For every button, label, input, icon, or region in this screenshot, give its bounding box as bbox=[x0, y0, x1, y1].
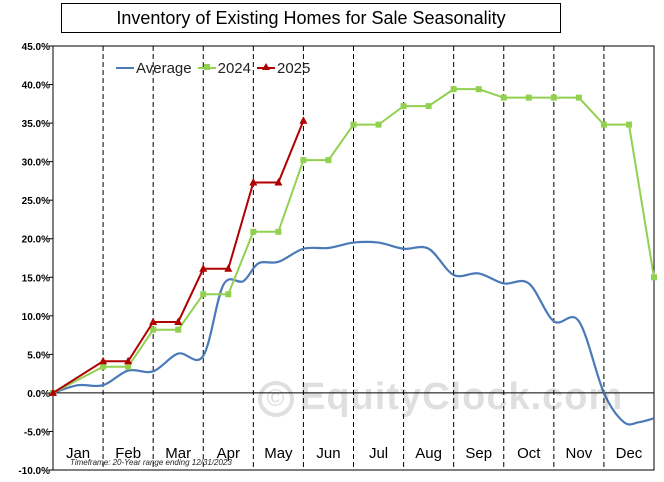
point-2024 bbox=[325, 157, 332, 164]
point-2024 bbox=[250, 228, 257, 235]
x-tick-label: Oct bbox=[517, 445, 541, 462]
point-2025 bbox=[99, 356, 108, 365]
chart-title-box: Inventory of Existing Homes for Sale Sea… bbox=[61, 3, 561, 33]
point-2025 bbox=[124, 356, 133, 365]
point-2024 bbox=[425, 103, 432, 110]
point-2024 bbox=[525, 94, 532, 101]
point-2024 bbox=[375, 121, 382, 128]
point-2024 bbox=[125, 363, 132, 370]
y-tick-label: 15.0% bbox=[22, 273, 50, 284]
x-tick-label: Dec bbox=[616, 445, 643, 462]
legend-swatch-2025 bbox=[256, 62, 275, 74]
point-2025 bbox=[149, 317, 158, 325]
x-tick-label: Sep bbox=[465, 445, 492, 462]
point-2024 bbox=[225, 291, 232, 298]
point-2025 bbox=[299, 116, 308, 124]
y-tick-label: 20.0% bbox=[22, 235, 50, 246]
point-2024 bbox=[400, 103, 407, 110]
legend-swatch-average bbox=[116, 62, 134, 74]
legend: Average 2024 2025 bbox=[116, 58, 316, 78]
point-2024 bbox=[575, 94, 582, 101]
legend-item-average: Average bbox=[116, 60, 192, 77]
legend-label-2024: 2024 bbox=[217, 59, 251, 77]
y-tick-label: 30.0% bbox=[22, 158, 50, 169]
point-2024 bbox=[100, 363, 107, 370]
chart-title: Inventory of Existing Homes for Sale Sea… bbox=[116, 8, 506, 28]
y-tick-label: -5.0% bbox=[24, 427, 50, 438]
point-2025 bbox=[224, 264, 233, 272]
point-2024 bbox=[600, 121, 607, 128]
point-2025 bbox=[49, 388, 57, 396]
y-tick-label: 5.0% bbox=[27, 350, 50, 361]
x-tick-label: Jul bbox=[369, 445, 388, 462]
point-2024 bbox=[300, 157, 307, 164]
y-tick-label: 10.0% bbox=[22, 312, 50, 323]
watermark-text: EquityClock.com bbox=[300, 376, 624, 418]
x-tick-label: Jun bbox=[316, 445, 340, 462]
point-2024 bbox=[350, 121, 357, 128]
y-tick-label: 40.0% bbox=[22, 81, 50, 92]
series-line-2024 bbox=[52, 88, 655, 394]
point-2024 bbox=[550, 94, 557, 101]
point-2024 bbox=[625, 121, 632, 128]
point-2024 bbox=[175, 326, 182, 333]
point-2024 bbox=[500, 94, 507, 101]
legend-label-average: Average bbox=[136, 59, 192, 77]
series-line-2025 bbox=[52, 120, 305, 394]
point-2024 bbox=[275, 228, 282, 235]
legend-item-2025: 2025 bbox=[256, 59, 311, 77]
x-tick-label: Apr bbox=[217, 445, 240, 462]
x-tick-label: Aug bbox=[415, 445, 442, 462]
x-tick-label: Mar bbox=[165, 445, 191, 462]
y-tick-label: 25.0% bbox=[22, 196, 50, 207]
point-2024 bbox=[651, 274, 657, 281]
x-tick-label: Jan bbox=[66, 445, 90, 462]
point-2025 bbox=[199, 264, 208, 272]
point-2024 bbox=[150, 326, 157, 333]
copyright-icon: © bbox=[258, 380, 294, 417]
y-tick-label: 0.0% bbox=[27, 389, 50, 400]
point-2025 bbox=[274, 177, 283, 186]
x-tick-label: May bbox=[264, 445, 293, 462]
y-tick-label: 45.0% bbox=[22, 42, 50, 53]
point-2024 bbox=[450, 86, 457, 93]
watermark: © EquityClock.com bbox=[258, 376, 623, 419]
series-line-average bbox=[52, 240, 655, 426]
y-tick-label: 35.0% bbox=[22, 119, 50, 130]
point-2024 bbox=[475, 86, 482, 93]
legend-label-2025: 2025 bbox=[276, 59, 311, 77]
point-2025 bbox=[249, 177, 258, 186]
footnote: Timeframe: 20-Year range ending 12/31/20… bbox=[70, 458, 232, 467]
point-2025 bbox=[174, 317, 183, 325]
x-tick-label: Nov bbox=[566, 445, 593, 462]
x-tick-label: Feb bbox=[115, 445, 141, 462]
legend-swatch-2024 bbox=[197, 62, 216, 74]
point-2024 bbox=[200, 291, 207, 298]
legend-item-2024: 2024 bbox=[197, 59, 251, 77]
y-tick-label: -10.0% bbox=[18, 466, 50, 477]
